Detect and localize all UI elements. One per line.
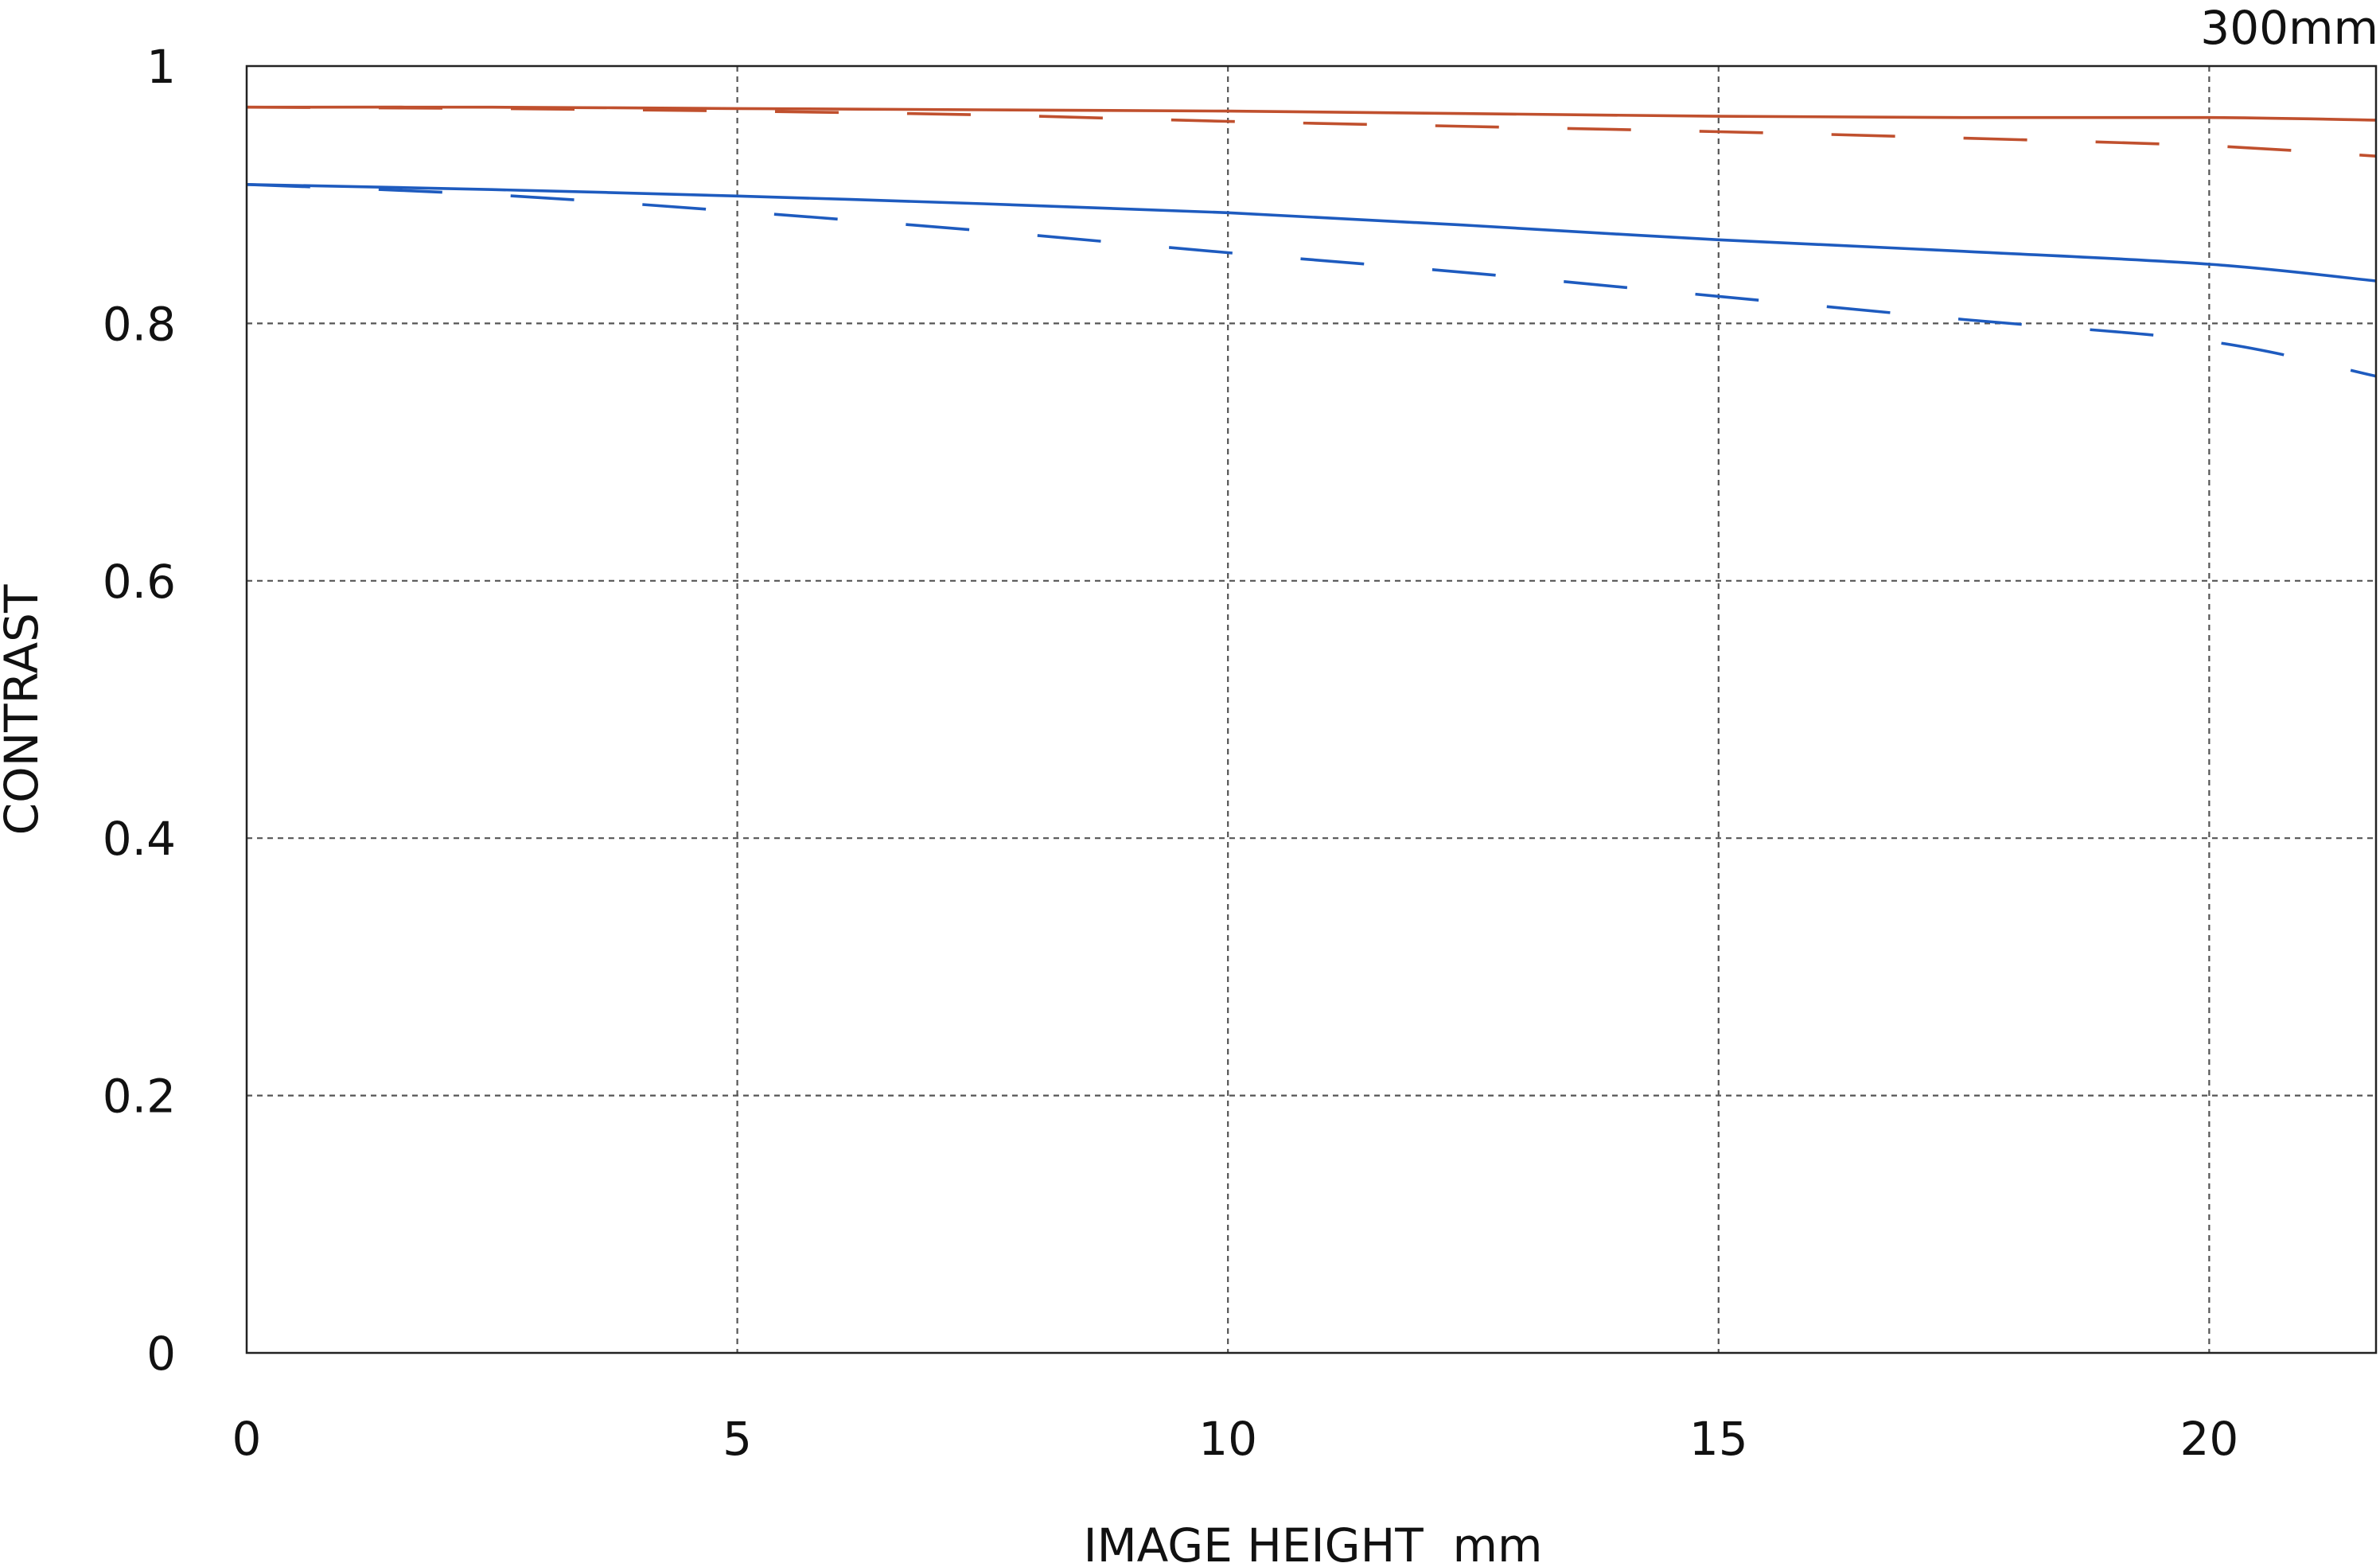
x-tick-label: 15 — [1689, 1412, 1748, 1466]
series-line-4 — [246, 183, 2377, 378]
plot-frame — [245, 64, 2378, 1354]
y-tick-label: 0.2 — [103, 1070, 176, 1124]
focal-length-label: 300mm — [2200, 1, 2378, 55]
x-tick-label: 0 — [232, 1412, 262, 1466]
series-lines — [246, 105, 2377, 378]
x-tick-label: 5 — [723, 1412, 752, 1466]
y-tick-label: 0.8 — [103, 297, 176, 351]
y-tick-label: 1 — [146, 40, 176, 94]
y-tick-label: 0.6 — [103, 555, 176, 609]
y-axis-title: CONTRAST — [0, 584, 49, 835]
y-tick-label: 0.4 — [103, 812, 176, 866]
y-tick-labels: 0 0.2 0.4 0.6 0.8 1 — [103, 40, 176, 1381]
y-tick-label: 0 — [146, 1327, 176, 1381]
series-line-1 — [246, 105, 2377, 122]
series-line-3 — [246, 183, 2377, 283]
x-tick-label: 20 — [2179, 1412, 2238, 1466]
series-line-2 — [246, 105, 2377, 158]
x-tick-labels: 0 5 10 15 20 — [232, 1412, 2239, 1466]
x-tick-label: 10 — [1198, 1412, 1257, 1466]
x-axis-title: IMAGE HEIGHT mm — [1083, 1518, 1542, 1563]
